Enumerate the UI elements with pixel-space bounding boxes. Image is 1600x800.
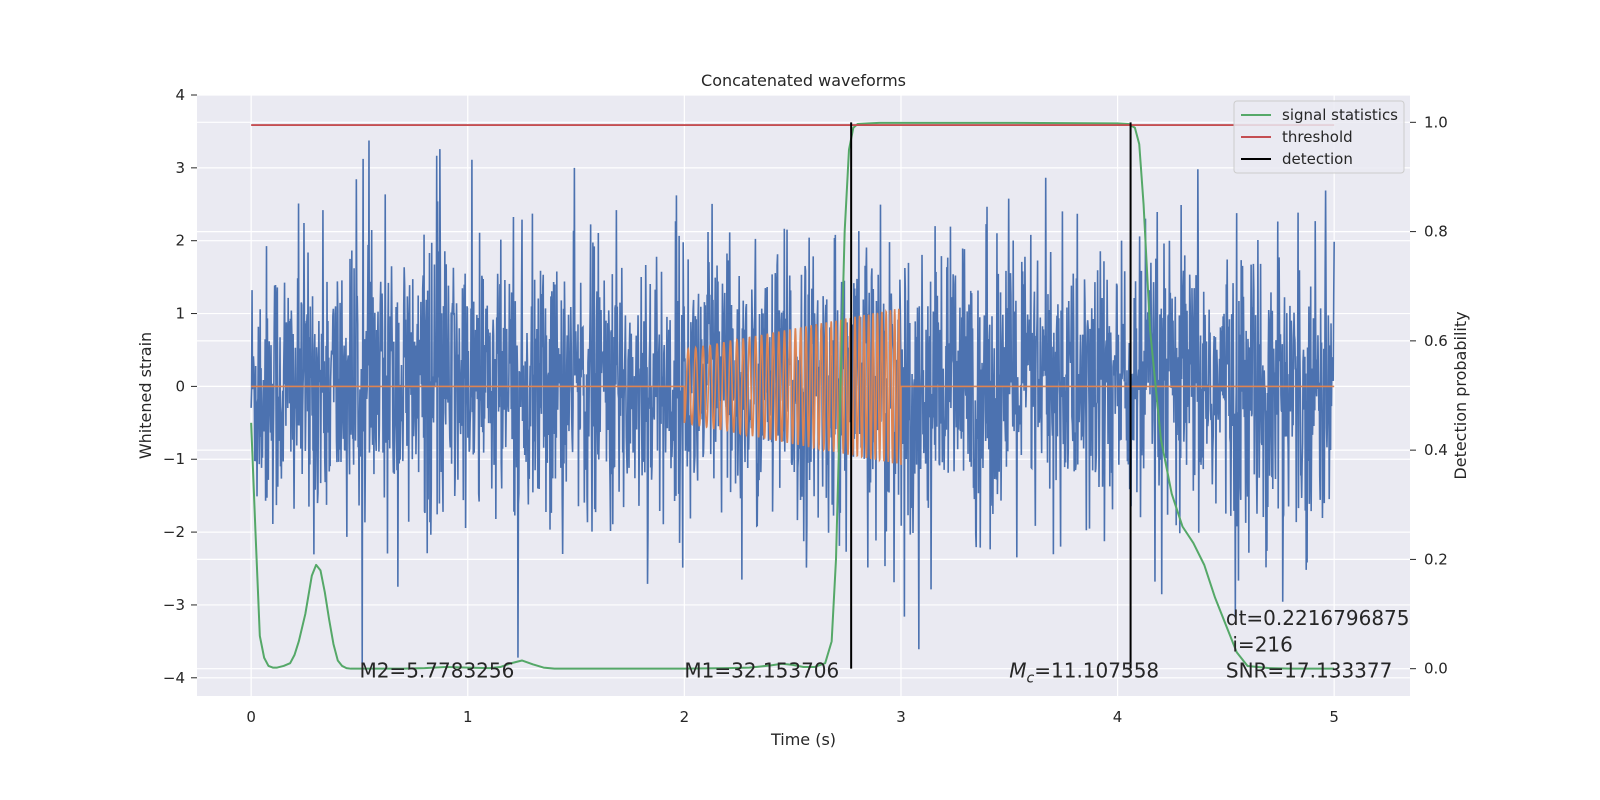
annotation-text: Mc=11.107558 [1009,659,1159,687]
signal-statistics-line [250,121,1335,670]
injected-waveform-series [251,308,1335,465]
y-right-tick-label: 0.4 [1424,441,1448,459]
annotation-text: dt=0.2216796875 [1226,606,1410,630]
legend-label: detection [1282,150,1353,168]
y-tick-label: −2 [163,523,185,541]
y-tick-label: −3 [163,596,185,614]
annotation-subscript: c [1027,671,1035,687]
y-right-tick-label: 0.0 [1424,660,1448,678]
y-tick-label: −1 [163,450,185,468]
x-tick-label: 3 [896,708,906,726]
legend-label: signal statistics [1282,106,1398,124]
y-right-axis-label: Detection probability [1451,311,1470,479]
strain-line [250,140,1335,665]
x-tick-label: 5 [1329,708,1339,726]
y-tick-label: 2 [175,232,185,250]
y-tick-label: −4 [163,669,185,687]
legend-label: threshold [1282,128,1353,146]
x-tick-label: 0 [246,708,256,726]
y-tick-label: 0 [175,377,185,395]
y-right-axis-ticks: 0.0 0.2 0.4 0.6 0.8 1.0 [1410,113,1448,678]
y-right-tick-label: 0.6 [1424,332,1448,350]
x-tick-label: 2 [680,708,690,726]
y-right-tick-label: 0.2 [1424,550,1448,568]
y-right-tick-label: 1.0 [1424,113,1448,131]
x-tick-label: 4 [1113,708,1123,726]
x-axis-ticks: 0 1 2 3 4 5 [246,708,1339,726]
strain-series [250,140,1335,665]
right-axis-series [250,121,1335,670]
y-axis-label: Whitened strain [136,332,155,459]
y-tick-label: 4 [175,86,185,104]
injected-waveform-line [251,308,1335,465]
legend: signal statistics threshold detection [1233,100,1405,174]
annotation-text: i=216 [1232,632,1293,656]
chart-title: Concatenated waveforms [701,71,906,90]
y-tick-label: 3 [175,159,185,177]
y-tick-label: 1 [175,305,185,323]
x-axis-label: Time (s) [770,730,836,749]
y-axis-ticks: −4 −3 −2 −1 0 1 2 3 4 [163,86,197,687]
legend-box [1233,100,1405,174]
x-tick-label: 1 [463,708,473,726]
annotation-text: M2=5.7783256 [359,659,514,683]
annotation-value: =11.107558 [1034,659,1159,683]
y-right-tick-label: 0.8 [1424,223,1448,241]
annotation-symbol: M [1009,659,1026,683]
annotation-text: M1=32.153706 [684,659,839,683]
annotation-text: SNR=17.133377 [1226,659,1392,683]
annotations: M2=5.7783256 M1=32.153706 Mc=11.107558 dt=0… [359,606,1409,686]
